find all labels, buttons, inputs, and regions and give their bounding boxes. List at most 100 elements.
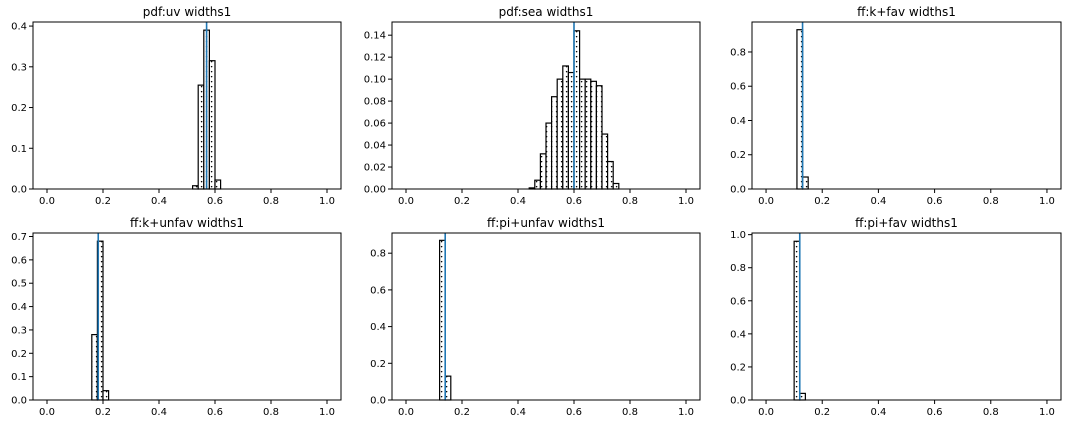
histogram-panel: 0.0 0.2 0.4 0.6 0.8 1.0 0.0 0.1 0.2 0.3 0.4 pdf:uv … bbox=[11, 5, 342, 207]
x-tick-label: 0.0 bbox=[39, 196, 55, 207]
y-tick-label: 0.3 bbox=[11, 62, 27, 73]
y-tick-label: 0.0 bbox=[730, 185, 746, 196]
y-tick-label: 0.3 bbox=[11, 325, 27, 336]
chart-title: ff:pi+fav widths1 bbox=[855, 216, 958, 230]
histogram-bar bbox=[573, 30, 581, 190]
y-tick-label: 0.7 bbox=[11, 232, 27, 243]
x-tick-label: 0.6 bbox=[927, 196, 943, 207]
histogram-bar bbox=[799, 392, 806, 401]
histogram-bar bbox=[444, 375, 452, 401]
histogram-panel: 0.0 0.2 0.4 0.6 0.8 1.0 0.0 0.2 0.4 0.6 0.8 ff:k+fa… bbox=[730, 5, 1062, 207]
y-tick-label: 0.6 bbox=[11, 255, 27, 266]
histogram-panel: 0.0 0.2 0.4 0.6 0.8 1.0 0.0 0.1 0.2 0.3 0.4 0.5 0.6 0… bbox=[11, 216, 342, 418]
x-tick-label: 0.2 bbox=[454, 407, 470, 418]
x-tick-label: 0.4 bbox=[870, 196, 886, 207]
y-tick-label: 0.1 bbox=[11, 372, 27, 383]
axes-frame bbox=[751, 21, 1062, 190]
x-tick-label: 0.8 bbox=[983, 407, 999, 418]
x-tick-label: 0.6 bbox=[207, 196, 223, 207]
y-tick-label: 0.6 bbox=[730, 82, 746, 93]
axes-frame bbox=[391, 21, 701, 190]
histogram-bar bbox=[550, 96, 558, 190]
histogram-bar bbox=[214, 179, 222, 190]
y-tick-label: 0.4 bbox=[370, 322, 386, 333]
y-tick-label: 0.0 bbox=[730, 396, 746, 407]
y-tick-label: 0.06 bbox=[364, 119, 386, 130]
x-tick-label: 0.0 bbox=[758, 407, 774, 418]
x-tick-label: 0.8 bbox=[622, 407, 638, 418]
y-tick-label: 0.04 bbox=[364, 141, 386, 152]
x-tick-label: 0.8 bbox=[263, 196, 279, 207]
x-tick-label: 0.0 bbox=[39, 407, 55, 418]
x-tick-label: 0.4 bbox=[151, 407, 167, 418]
histogram-bar bbox=[612, 182, 620, 190]
x-tick-label: 0.2 bbox=[95, 407, 111, 418]
histogram-bar bbox=[601, 133, 609, 190]
y-tick-label: 0.2 bbox=[11, 349, 27, 360]
histogram-bar bbox=[439, 239, 446, 401]
y-tick-label: 0.02 bbox=[364, 163, 386, 174]
histogram-bar bbox=[796, 29, 804, 190]
histogram-bar bbox=[556, 78, 564, 190]
x-tick-label: 1.0 bbox=[319, 196, 335, 207]
axes-frame bbox=[751, 232, 1062, 401]
histogram-bar bbox=[197, 84, 205, 190]
histogram-bar bbox=[534, 179, 541, 190]
y-tick-label: 0.10 bbox=[364, 75, 386, 86]
x-tick-label: 0.2 bbox=[814, 407, 830, 418]
histogram-bar bbox=[578, 78, 586, 190]
y-tick-label: 0.14 bbox=[364, 31, 386, 42]
x-tick-label: 0.2 bbox=[95, 196, 111, 207]
y-tick-label: 0.4 bbox=[730, 329, 746, 340]
histogram-bar bbox=[102, 390, 110, 401]
y-tick-label: 0.6 bbox=[370, 285, 386, 296]
x-tick-label: 0.2 bbox=[814, 196, 830, 207]
histogram-bar bbox=[595, 85, 603, 190]
x-tick-label: 0.2 bbox=[454, 196, 470, 207]
histogram-panel: 0.0 0.2 0.4 0.6 0.8 1.0 0.0 0.2 0.4 0.6 0.8 1.0 ff:p… bbox=[730, 216, 1062, 418]
histogram-panel: 0.0 0.2 0.4 0.6 0.8 1.0 0.00 0.02 0.04 0.06 0.08 0.… bbox=[364, 5, 701, 207]
y-tick-label: 0.4 bbox=[730, 116, 746, 127]
x-tick-label: 0.8 bbox=[263, 407, 279, 418]
axes-frame bbox=[391, 232, 701, 401]
x-tick-label: 1.0 bbox=[1039, 407, 1055, 418]
x-tick-label: 0.8 bbox=[983, 196, 999, 207]
x-tick-label: 0.6 bbox=[207, 407, 223, 418]
histogram-bar bbox=[584, 78, 592, 190]
x-tick-label: 0.4 bbox=[510, 196, 526, 207]
y-tick-label: 0.6 bbox=[730, 296, 746, 307]
histogram-bar bbox=[562, 65, 569, 190]
x-tick-label: 1.0 bbox=[678, 196, 694, 207]
y-tick-label: 0.5 bbox=[11, 279, 27, 290]
y-tick-label: 0.4 bbox=[11, 22, 27, 33]
y-tick-label: 0.1 bbox=[11, 144, 27, 155]
y-tick-label: 0.2 bbox=[730, 150, 746, 161]
histogram-bar bbox=[545, 122, 553, 190]
axes-frame bbox=[32, 21, 342, 190]
y-tick-label: 0.8 bbox=[730, 263, 746, 274]
histogram-bar bbox=[590, 80, 597, 190]
x-tick-label: 1.0 bbox=[678, 407, 694, 418]
chart-title: ff:k+fav widths1 bbox=[857, 5, 956, 19]
x-tick-label: 0.0 bbox=[398, 196, 414, 207]
histogram-bar bbox=[567, 71, 575, 190]
x-tick-label: 0.8 bbox=[622, 196, 638, 207]
y-tick-label: 0.8 bbox=[370, 249, 386, 260]
y-tick-label: 0.2 bbox=[370, 359, 386, 370]
y-tick-label: 0.8 bbox=[730, 47, 746, 58]
chart-title: ff:k+unfav widths1 bbox=[130, 216, 244, 230]
x-tick-label: 0.0 bbox=[398, 407, 414, 418]
chart-title: ff:pi+unfav widths1 bbox=[487, 216, 605, 230]
x-tick-label: 0.4 bbox=[870, 407, 886, 418]
y-tick-label: 0.0 bbox=[370, 396, 386, 407]
chart-title: pdf:sea widths1 bbox=[499, 5, 594, 19]
axes-frame bbox=[32, 232, 342, 401]
y-tick-label: 0.0 bbox=[11, 396, 27, 407]
y-tick-label: 0.2 bbox=[730, 362, 746, 373]
y-tick-label: 0.08 bbox=[364, 97, 386, 108]
histogram-bar bbox=[539, 153, 547, 190]
x-tick-label: 0.0 bbox=[758, 196, 774, 207]
y-tick-label: 0.4 bbox=[11, 302, 27, 313]
histogram-bar bbox=[91, 334, 99, 401]
